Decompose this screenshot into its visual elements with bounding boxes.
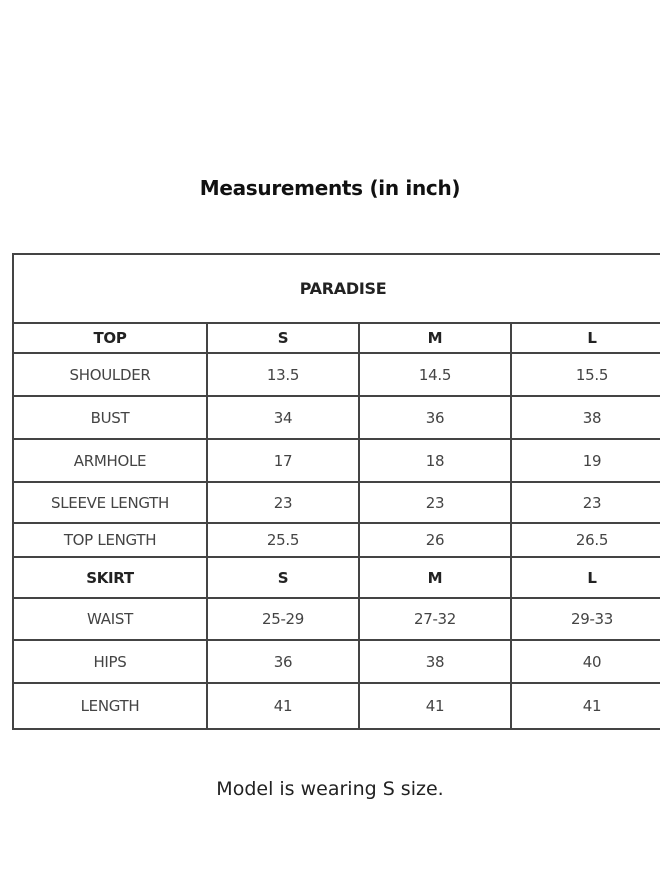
- measurement-value: 15.5: [509, 352, 660, 397]
- section-header-row: TOP S M L: [12, 322, 660, 354]
- section-label: TOP: [12, 322, 208, 354]
- section-header-row: SKIRT S M L: [12, 556, 660, 599]
- measurement-value: 23: [358, 481, 512, 524]
- model-size-note: Model is wearing S size.: [216, 778, 444, 800]
- table-row: TOP LENGTH 25.5 26 26.5: [12, 522, 660, 558]
- measurement-value: 27-32: [358, 597, 512, 641]
- table-row: SHOULDER 13.5 14.5 15.5: [12, 352, 660, 397]
- size-chart-table: PARADISE TOP S M L SHOULDER 13.5 14.5 15.5 BUST 3…: [11, 253, 660, 730]
- measurement-value: 23: [206, 481, 360, 524]
- table-title-row: PARADISE: [11, 253, 660, 324]
- section-label: SKIRT: [12, 556, 208, 599]
- measurement-value: 38: [358, 639, 512, 684]
- measurement-value: 17: [206, 438, 360, 483]
- measurement-label: LENGTH: [12, 682, 208, 730]
- measurement-value: 18: [358, 438, 512, 483]
- size-header: S: [206, 322, 360, 354]
- measurement-value: 23: [509, 481, 660, 524]
- measurement-value: 29-33: [509, 597, 660, 641]
- measurement-value: 19: [509, 438, 660, 483]
- measurement-value: 41: [358, 682, 512, 730]
- measurement-value: 26: [358, 522, 512, 558]
- measurement-value: 34: [206, 395, 360, 440]
- size-header: L: [509, 322, 660, 354]
- table-row: HIPS 36 38 40: [12, 639, 660, 684]
- measurement-label: BUST: [12, 395, 208, 440]
- measurement-value: 38: [509, 395, 660, 440]
- table-row: LENGTH 41 41 41: [12, 682, 660, 730]
- measurement-value: 41: [206, 682, 360, 730]
- measurement-value: 41: [509, 682, 660, 730]
- measurement-value: 36: [358, 395, 512, 440]
- size-header: M: [358, 556, 512, 599]
- measurement-label: ARMHOLE: [12, 438, 208, 483]
- measurement-label: WAIST: [12, 597, 208, 641]
- measurement-value: 13.5: [206, 352, 360, 397]
- table-row: SLEEVE LENGTH 23 23 23: [12, 481, 660, 524]
- measurement-value: 26.5: [509, 522, 660, 558]
- page-title: Measurements (in inch): [199, 176, 461, 200]
- measurement-label: HIPS: [12, 639, 208, 684]
- table-row: WAIST 25-29 27-32 29-33: [12, 597, 660, 641]
- measurement-value: 40: [509, 639, 660, 684]
- size-header: L: [509, 556, 660, 599]
- table-row: BUST 34 36 38: [12, 395, 660, 440]
- measurement-value: 25.5: [206, 522, 360, 558]
- measurement-value: 14.5: [358, 352, 512, 397]
- measurement-value: 36: [206, 639, 360, 684]
- measurement-label: SHOULDER: [12, 352, 208, 397]
- collection-name: PARADISE: [11, 253, 660, 324]
- measurement-value: 25-29: [206, 597, 360, 641]
- size-header: S: [206, 556, 360, 599]
- measurement-label: SLEEVE LENGTH: [12, 481, 208, 524]
- table-row: ARMHOLE 17 18 19: [12, 438, 660, 483]
- measurement-label: TOP LENGTH: [12, 522, 208, 558]
- size-header: M: [358, 322, 512, 354]
